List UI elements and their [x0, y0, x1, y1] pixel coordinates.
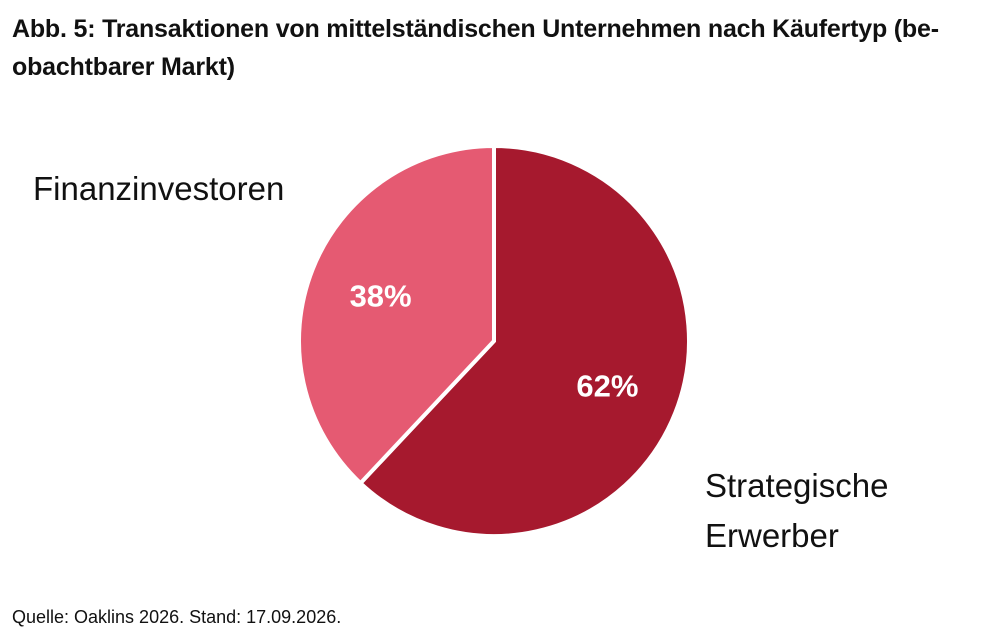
chart-title-line-2: obachtbarer Markt) [12, 53, 235, 81]
chart-title-line-1: Abb. 5: Transaktionen von mittelständisc… [12, 15, 939, 43]
data-label-strategische-erwerber: 62% [576, 368, 638, 403]
category-label-strategische-erwerber-line-2: Erwerber [705, 517, 839, 554]
pie-slice-finanzinvestoren [296, 143, 496, 486]
category-label-strategische-erwerber-line-1: Strategische [705, 467, 889, 504]
category-label-finanzinvestoren: Finanzinvestoren [33, 164, 284, 214]
pie-slice-strategische-erwerber [357, 143, 691, 538]
category-label-finanzinvestoren-line-1: Finanzinvestoren [33, 170, 285, 207]
category-label-strategische-erwerber: Strategische Erwerber [705, 461, 888, 561]
source-note: Quelle: Oaklins 2026. Stand: 17.09.2026. [12, 607, 342, 627]
chart-title: Abb. 5: Transaktionen von mittelständisc… [12, 10, 987, 86]
data-label-finanzinvestoren: 38% [350, 279, 412, 314]
